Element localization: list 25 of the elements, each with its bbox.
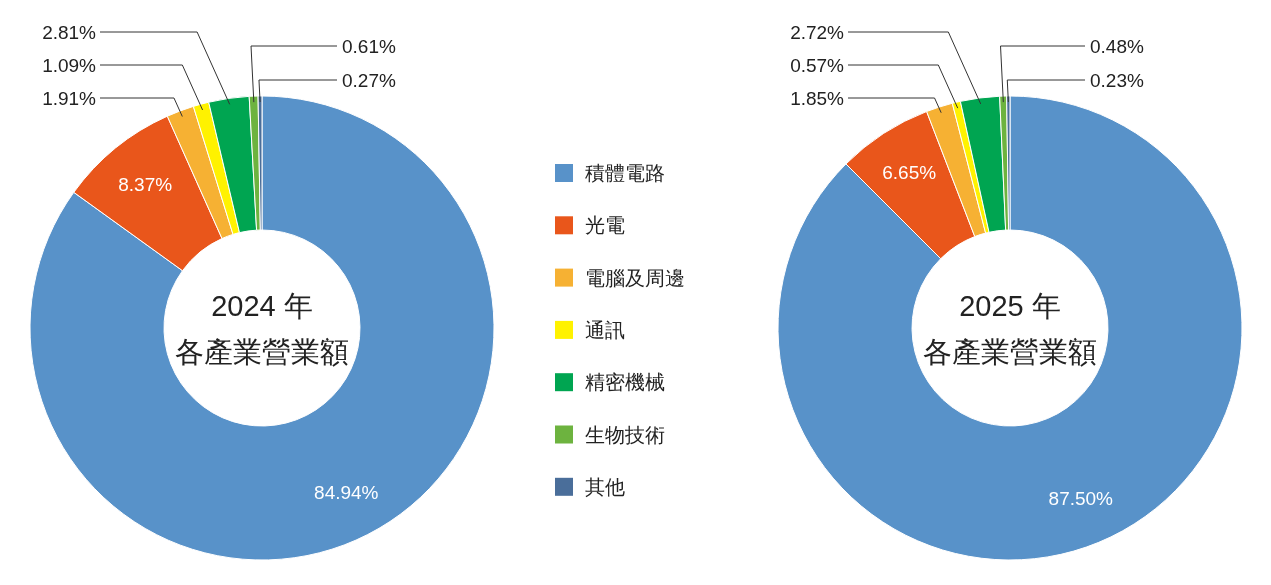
- data-label: 1.09%: [42, 54, 97, 76]
- legend-label: 其他: [585, 475, 625, 498]
- legend-label: 通訊: [585, 318, 625, 341]
- data-label: 0.57%: [790, 54, 845, 76]
- legend-label: 積體電路: [585, 162, 665, 184]
- legend-label: 精密機械: [585, 371, 665, 394]
- text: 2024 年: [211, 290, 313, 322]
- data-label: 8.37%: [118, 174, 173, 196]
- data-label: 87.50%: [1048, 488, 1114, 510]
- data-label: 2.72%: [790, 21, 845, 43]
- data-label: 2.81%: [42, 21, 97, 43]
- text: 各產業營業額: [923, 336, 1097, 368]
- data-label: 0.48%: [1090, 35, 1144, 57]
- text: 各產業營業額: [175, 336, 349, 368]
- data-label: 1.85%: [790, 87, 845, 109]
- data-label: 1.91%: [42, 87, 97, 109]
- legend-label: 電腦及周邊: [585, 266, 685, 289]
- legend-label: 生物技術: [585, 423, 665, 446]
- data-label: 84.94%: [314, 482, 379, 504]
- data-label: 6.65%: [882, 162, 937, 184]
- legend-label: 光電: [585, 214, 625, 237]
- text: 2025 年: [959, 290, 1061, 322]
- data-label: 0.23%: [1090, 69, 1144, 91]
- data-label: 0.61%: [342, 35, 396, 57]
- data-label: 0.27%: [342, 69, 396, 91]
